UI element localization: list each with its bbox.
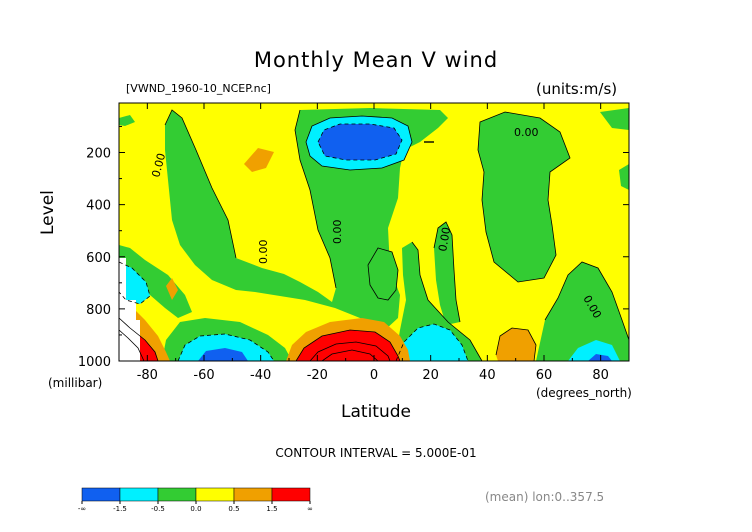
orange-region-upper-30s <box>244 148 274 172</box>
x-tick-label: 60 <box>536 368 553 383</box>
x-tick-label: 80 <box>592 368 609 383</box>
contour-line-north-lower <box>544 261 629 341</box>
colorbar-label: 0.0 <box>190 505 201 513</box>
y-axis-unit: (millibar) <box>48 376 103 390</box>
contour-label-3: 0.00 <box>257 240 270 265</box>
contour-label-2: 0.00 <box>149 152 168 179</box>
colorbar-label: 1.5 <box>266 505 277 513</box>
contour-line-lower-cell-2 <box>309 341 391 361</box>
green-region-40n-tongue <box>434 222 460 325</box>
green-region-north-right <box>600 108 629 130</box>
contour-line-40n-tongue <box>433 221 461 323</box>
contour-lines <box>119 109 629 361</box>
contour-line-north-mid <box>477 111 571 283</box>
colorbar-label: -∞ <box>78 505 86 513</box>
y-axis: 200 400 600 800 1000 <box>78 125 629 370</box>
colorbar-swatch <box>119 487 159 502</box>
cyan-region-20n <box>396 324 468 361</box>
colorbar-label: ∞ <box>307 505 313 513</box>
x-tick-label: -60 <box>193 368 214 383</box>
contour-line-upper-jet-1 <box>305 115 413 171</box>
green-region-mid-low <box>368 248 398 300</box>
colorbar-swatch <box>271 487 311 502</box>
contour-line-lower-cell-1 <box>295 329 401 361</box>
green-region-north-edge <box>619 164 629 190</box>
contour-line-lower-cell-3 <box>321 349 379 361</box>
colorbar-label: -1.5 <box>113 505 127 513</box>
blue-regions <box>198 124 612 361</box>
x-tick-label: -80 <box>137 368 158 383</box>
x-axis-label: Latitude <box>341 402 411 422</box>
green-region-north-lower <box>536 262 629 361</box>
contour-label-1: 0.00 <box>514 126 539 139</box>
y-tick-label: 1000 <box>78 355 111 370</box>
contour-line-upper-band-east <box>294 109 337 289</box>
contour-line-upper-jet-2 <box>317 123 403 161</box>
x-axis: -80 -60 -40 -20 0 20 40 60 80 <box>118 103 630 383</box>
y-tick-label: 800 <box>86 303 111 318</box>
contour-interval-label: CONTOUR INTERVAL = 5.000E-01 <box>275 446 477 460</box>
colorbar-swatch <box>233 487 273 502</box>
contour-line-mid-low <box>367 247 399 301</box>
contour-label-5: 0.00 <box>436 226 453 252</box>
orange-region-small-70s <box>166 278 178 300</box>
contour-label-4: 0.00 <box>331 220 344 245</box>
red-region-lower-cell <box>296 330 400 361</box>
chart-title: Monthly Mean V wind <box>253 48 499 72</box>
y-tick-label: 400 <box>86 199 111 214</box>
orange-region-40n <box>496 328 536 361</box>
colorbar-label: -0.5 <box>151 505 165 513</box>
contour-line-orange-40n <box>495 327 537 361</box>
blue-region-south-55 <box>198 348 248 361</box>
missing-data-area <box>119 258 140 361</box>
colorbar: -∞ -1.5 -0.5 0.0 0.5 1.5 ∞ <box>78 487 313 513</box>
cyan-region-south-55 <box>178 334 274 361</box>
x-tick-label: -20 <box>307 368 328 383</box>
contour-line-south-70 <box>119 261 151 305</box>
colorbar-swatch <box>157 487 197 502</box>
cyan-region-80n <box>568 340 620 361</box>
contour-line-20n-plume <box>411 241 483 361</box>
x-tick-label: 20 <box>422 368 439 383</box>
file-label: [VWND_1960-10_NCEP.nc] <box>126 82 271 95</box>
y-tick-label: 200 <box>86 147 111 162</box>
x-axis-unit: (degrees_north) <box>536 386 632 400</box>
colorbar-label: 0.5 <box>228 505 239 513</box>
contour-line-south-polar-1 <box>119 317 159 361</box>
blue-region-80n <box>588 354 612 361</box>
blue-region-upper-jet <box>318 124 402 160</box>
contour-line-south-polar-2 <box>119 329 145 361</box>
x-tick-label: 40 <box>479 368 496 383</box>
colorbar-swatch <box>81 487 121 502</box>
x-tick-label: 0 <box>370 368 378 383</box>
colorbar-swatch <box>195 487 235 502</box>
x-tick-label: -40 <box>250 368 271 383</box>
cyan-region-south-70 <box>119 262 150 304</box>
contour-line-20n <box>395 323 469 361</box>
green-region-top-left <box>119 115 135 126</box>
contour-line-upper-band-west <box>164 109 237 259</box>
y-tick-label: 600 <box>86 251 111 266</box>
contour-line-south-55 <box>177 333 275 361</box>
mean-label: (mean) lon:0..357.5 <box>485 490 605 504</box>
green-region-south-polar <box>119 245 192 318</box>
green-region-north-mid <box>478 112 570 282</box>
units-label: (units:m/s) <box>536 80 618 98</box>
